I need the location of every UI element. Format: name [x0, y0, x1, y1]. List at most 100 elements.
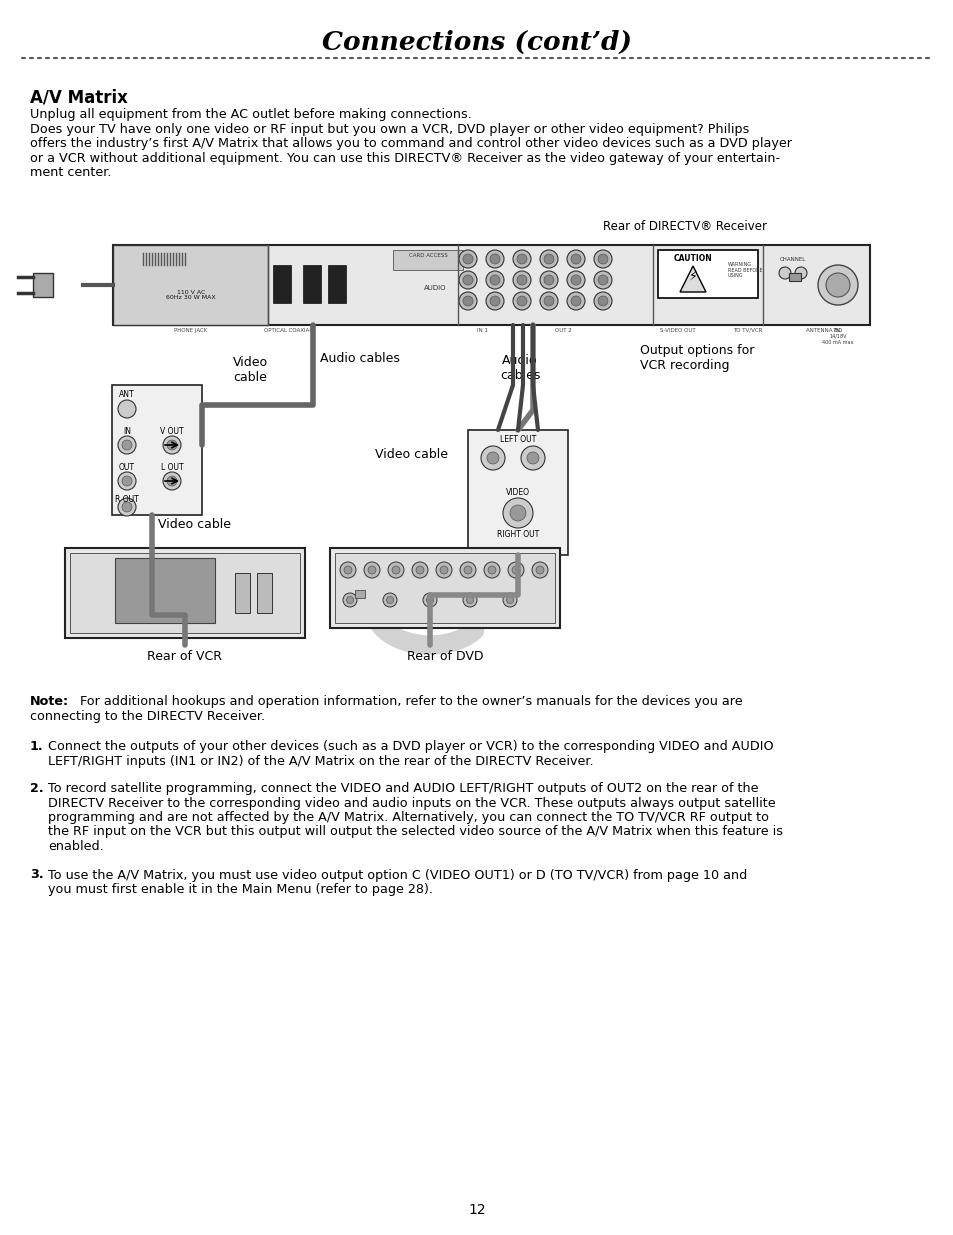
- Circle shape: [462, 254, 473, 264]
- Circle shape: [167, 440, 177, 450]
- Bar: [468, 430, 567, 555]
- Circle shape: [598, 254, 607, 264]
- Text: 1.: 1.: [30, 740, 44, 753]
- Text: programming and are not affected by the A/V Matrix. Alternatively, you can conne: programming and are not affected by the …: [48, 811, 768, 824]
- Circle shape: [416, 566, 423, 574]
- Circle shape: [480, 446, 504, 471]
- Circle shape: [502, 593, 517, 606]
- Circle shape: [388, 562, 403, 578]
- Circle shape: [539, 270, 558, 289]
- Text: ANTENNA IN: ANTENNA IN: [805, 329, 840, 333]
- Circle shape: [539, 249, 558, 268]
- Circle shape: [122, 475, 132, 487]
- Circle shape: [566, 249, 584, 268]
- Text: 75Ω
14/18V
400 mA max: 75Ω 14/18V 400 mA max: [821, 329, 853, 345]
- Circle shape: [426, 597, 433, 604]
- Text: 12: 12: [468, 1203, 485, 1216]
- Circle shape: [520, 446, 544, 471]
- Text: R OUT: R OUT: [115, 495, 139, 504]
- Circle shape: [458, 270, 476, 289]
- Text: Video cable: Video cable: [158, 519, 232, 531]
- Text: TO TV/VCR: TO TV/VCR: [733, 329, 761, 333]
- Circle shape: [458, 249, 476, 268]
- Bar: [330, 548, 559, 629]
- Bar: [33, 273, 53, 296]
- Text: Video
cable: Video cable: [233, 356, 267, 384]
- Circle shape: [817, 266, 857, 305]
- Circle shape: [466, 597, 473, 604]
- Circle shape: [594, 270, 612, 289]
- Bar: [335, 553, 555, 622]
- Circle shape: [485, 291, 503, 310]
- Circle shape: [598, 275, 607, 285]
- Circle shape: [513, 270, 531, 289]
- Text: OUT: OUT: [119, 463, 135, 472]
- Text: 2.: 2.: [30, 782, 44, 795]
- Bar: [112, 245, 869, 325]
- Circle shape: [485, 249, 503, 268]
- Text: you must first enable it in the Main Menu (refer to page 28).: you must first enable it in the Main Men…: [48, 883, 433, 897]
- Text: WARNING
READ BEFORE
USING: WARNING READ BEFORE USING: [727, 262, 761, 278]
- Circle shape: [543, 275, 554, 285]
- Circle shape: [526, 452, 538, 464]
- Text: the RF input on the VCR but this output will output the selected video source of: the RF input on the VCR but this output …: [48, 825, 782, 839]
- Bar: [273, 266, 291, 303]
- Circle shape: [462, 275, 473, 285]
- Circle shape: [488, 566, 496, 574]
- Bar: [234, 573, 250, 613]
- Circle shape: [517, 296, 526, 306]
- Text: L OUT: L OUT: [160, 463, 183, 472]
- Circle shape: [386, 597, 393, 604]
- Circle shape: [486, 452, 498, 464]
- Text: Rear of VCR: Rear of VCR: [148, 650, 222, 663]
- Circle shape: [163, 436, 181, 454]
- Text: RIGHT OUT: RIGHT OUT: [497, 530, 538, 538]
- Text: Audio
cables: Audio cables: [499, 354, 539, 382]
- Circle shape: [779, 267, 790, 279]
- Circle shape: [571, 296, 580, 306]
- Text: Rear of DVD: Rear of DVD: [406, 650, 483, 663]
- Circle shape: [122, 501, 132, 513]
- Circle shape: [517, 254, 526, 264]
- Text: CAUTION: CAUTION: [673, 254, 712, 263]
- Text: PHONE JACK: PHONE JACK: [174, 329, 208, 333]
- Text: For additional hookups and operation information, refer to the owner’s manuals f: For additional hookups and operation inf…: [76, 695, 741, 708]
- Text: Rear of DIRECTV® Receiver: Rear of DIRECTV® Receiver: [602, 220, 766, 233]
- Circle shape: [594, 291, 612, 310]
- Bar: [658, 249, 758, 298]
- Text: VIDEO: VIDEO: [505, 488, 530, 496]
- Text: Does your TV have only one video or RF input but you own a VCR, DVD player or ot: Does your TV have only one video or RF i…: [30, 124, 749, 136]
- Bar: [112, 385, 202, 515]
- Text: Video cable: Video cable: [375, 448, 448, 462]
- Text: Connect the outputs of your other devices (such as a DVD player or VCR) to the c: Connect the outputs of your other device…: [48, 740, 773, 753]
- Circle shape: [462, 296, 473, 306]
- Polygon shape: [679, 266, 705, 291]
- Text: Note:: Note:: [30, 695, 69, 708]
- Circle shape: [459, 562, 476, 578]
- Circle shape: [485, 270, 503, 289]
- Text: LEFT/RIGHT inputs (IN1 or IN2) of the A/V Matrix on the rear of the DIRECTV Rece: LEFT/RIGHT inputs (IN1 or IN2) of the A/…: [48, 755, 593, 767]
- Circle shape: [543, 296, 554, 306]
- Circle shape: [512, 566, 519, 574]
- Bar: [328, 266, 346, 303]
- Circle shape: [118, 436, 136, 454]
- Circle shape: [364, 562, 379, 578]
- Bar: [65, 548, 305, 638]
- Text: V OUT: V OUT: [160, 427, 184, 436]
- Text: S-VIDEO OUT: S-VIDEO OUT: [659, 329, 695, 333]
- Text: or a VCR without additional equipment. You can use this DIRECTV® Receiver as the: or a VCR without additional equipment. Y…: [30, 152, 780, 165]
- Circle shape: [490, 254, 499, 264]
- Circle shape: [436, 562, 452, 578]
- Circle shape: [571, 254, 580, 264]
- Text: enabled.: enabled.: [48, 840, 104, 853]
- Circle shape: [458, 291, 476, 310]
- Circle shape: [118, 400, 136, 417]
- Circle shape: [502, 498, 533, 529]
- Circle shape: [566, 270, 584, 289]
- Text: Output options for
VCR recording: Output options for VCR recording: [639, 345, 754, 372]
- Bar: [70, 553, 299, 634]
- Circle shape: [566, 291, 584, 310]
- Text: A/V Matrix: A/V Matrix: [30, 88, 128, 106]
- Bar: [112, 245, 268, 325]
- Circle shape: [825, 273, 849, 296]
